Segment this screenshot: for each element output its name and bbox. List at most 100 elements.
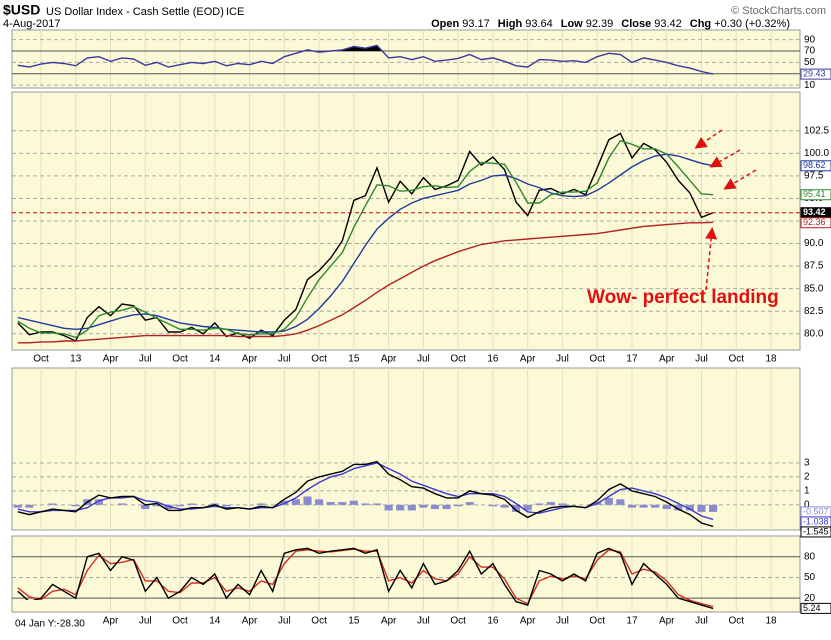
exchange: ICE (226, 6, 244, 18)
y-tick-label: 80.0 (804, 328, 824, 339)
instrument-name: US Dollar Index - Cash Settle (EOD) (46, 6, 224, 18)
histogram-bar (315, 499, 324, 505)
x-tick-label: Jul (417, 354, 430, 365)
x-tick-label: 15 (348, 354, 360, 365)
y-tick-label: 50 (804, 572, 816, 583)
x-tick-label: Oct (728, 354, 744, 365)
histogram-bar (361, 503, 370, 505)
x-tick-label: Jul (278, 616, 291, 627)
histogram-bar (616, 499, 625, 505)
x-tick-label: Jul (695, 616, 708, 627)
value-label-box (800, 68, 831, 80)
histogram-bar (535, 503, 544, 505)
histogram-bar (419, 504, 428, 508)
x-tick-label: Jul (139, 616, 152, 627)
histogram-bar (384, 504, 393, 511)
histogram-bar (523, 504, 532, 511)
y-tick-label: 80 (804, 551, 816, 562)
quote-value: 93.17 (462, 18, 490, 30)
x-tick-label: Apr (381, 616, 397, 627)
histogram-bar (627, 504, 637, 508)
annotation: Wow- perfect landing (587, 287, 779, 308)
quote-value: 93.64 (525, 18, 553, 30)
date: 4-Aug-2017 (3, 18, 61, 30)
value-label-box (800, 602, 831, 614)
value-label: 29.43 (803, 68, 826, 78)
histogram-bar (187, 503, 196, 505)
y-tick-label: 1 (804, 486, 810, 497)
y-tick-label: 3 (804, 458, 810, 469)
y-tick-label: 90 (804, 34, 816, 45)
x-tick-label: Jul (278, 354, 291, 365)
y-tick-label: 10 (804, 80, 816, 91)
arrow (723, 169, 757, 190)
x-tick-label: Jul (556, 616, 569, 627)
x-tick-label: 16 (487, 354, 499, 365)
series-line (17, 44, 714, 75)
x-tick-label: 18 (765, 354, 777, 365)
histogram-bar (396, 504, 405, 511)
histogram-bar (118, 503, 127, 505)
x-tick-label: Oct (311, 354, 327, 365)
histogram-bar (291, 499, 300, 505)
quote-label: Chg (690, 18, 711, 30)
quote-label: Close (621, 18, 651, 30)
x-tick-label: Apr (242, 616, 258, 627)
x-tick-label: 14 (209, 616, 221, 627)
y-tick-label: 102.5 (804, 125, 829, 136)
quote-label: Open (431, 18, 459, 30)
histogram-bar (349, 500, 358, 505)
value-label: -1.038 (803, 516, 829, 526)
value-label-box (800, 526, 831, 538)
x-tick-label: Oct (172, 354, 188, 365)
histogram-bar (141, 504, 150, 510)
y-tick-label: 100.0 (804, 148, 829, 159)
quote-label: High (498, 18, 523, 30)
histogram-bar (465, 502, 474, 505)
x-tick-label: 14 (209, 354, 221, 365)
histogram-bar (338, 502, 347, 505)
histogram-bar (48, 503, 57, 505)
series-line (17, 153, 714, 333)
histogram-bar (454, 504, 463, 507)
x-tick-label: Oct (172, 616, 188, 627)
arrow (709, 149, 741, 168)
histogram-bar (651, 504, 660, 508)
histogram-bar (222, 504, 231, 507)
series-line (17, 139, 714, 339)
value-label: -1.545 (803, 526, 829, 536)
x-tick-label: 17 (626, 354, 638, 365)
x-tick-label: Oct (589, 354, 605, 365)
series-line (17, 221, 714, 344)
readout-box (13, 600, 89, 611)
value-label: 95.41 (803, 189, 826, 199)
cursor-readout: 04 Jan Y:-28.30 (15, 619, 85, 630)
histogram-bar (685, 504, 694, 511)
x-tick-label: Oct (589, 616, 605, 627)
x-tick-label: 16 (487, 616, 499, 627)
y-tick-label: 90.0 (804, 238, 824, 249)
histogram-bar (674, 504, 683, 511)
series-line (17, 547, 714, 610)
quote-value: 93.42 (654, 18, 682, 30)
value-label: 93.42 (803, 207, 826, 217)
x-tick-label: 17 (626, 616, 638, 627)
histogram-bar (94, 499, 103, 505)
value-label-box (800, 217, 831, 229)
histogram-bar (13, 504, 22, 508)
histogram-bar (430, 504, 440, 510)
value-label: -0.507 (803, 506, 829, 516)
y-tick-label: 97.5 (804, 171, 824, 182)
x-tick-label: 18 (765, 616, 777, 627)
x-tick-label: Apr (520, 354, 536, 365)
value-label: 5.24 (803, 603, 821, 613)
value-label: 98.62 (803, 160, 826, 170)
x-tick-label: Oct (450, 616, 466, 627)
histogram-bar (662, 504, 671, 510)
panel (11, 535, 801, 613)
series-line (17, 132, 714, 342)
x-tick-label: Apr (520, 616, 536, 627)
value-label-box (800, 189, 831, 201)
x-tick-label: Oct (311, 616, 327, 627)
